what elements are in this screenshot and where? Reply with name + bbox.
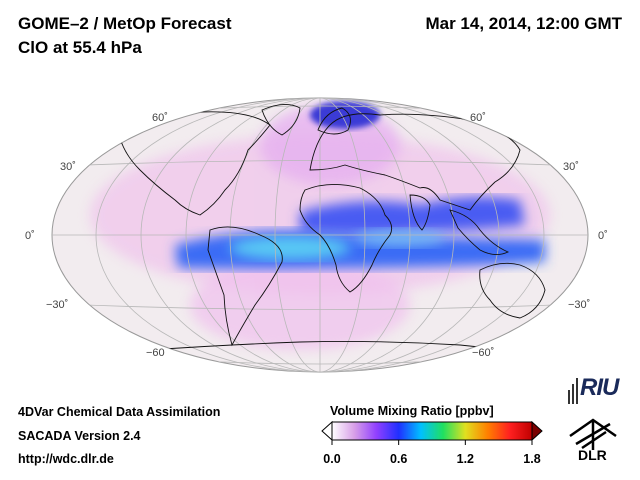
colorbar-tick-label: 0.0 — [323, 452, 341, 466]
riu-logo-label: RIU — [580, 374, 619, 401]
meridian-90 — [185, 98, 455, 372]
colorbar-max-arrow — [531, 420, 543, 442]
website-link[interactable]: http://wdc.dlr.de — [18, 452, 114, 466]
riu-logo-mark — [568, 378, 578, 404]
lat-label-right-30s: −30˚ — [568, 299, 590, 311]
coastline-europe-asia — [309, 113, 521, 211]
coastline-africa — [299, 184, 393, 293]
colorbar-gradient — [331, 421, 533, 441]
colorbar — [321, 420, 543, 445]
lat-label-left-60n: 60˚ — [152, 112, 168, 124]
meridian-30 — [274, 98, 366, 372]
meridian-60 — [229, 98, 411, 372]
colorbar-min-arrow — [321, 420, 333, 442]
coastline-south-america — [207, 226, 283, 347]
lat-label-left-60s: −60 — [146, 347, 165, 359]
meridian-150 — [95, 98, 545, 372]
coastline-north-america — [119, 111, 271, 216]
colorbar-title: Volume Mixing Ratio [ppbv] — [330, 404, 494, 418]
lat-label-right-60s: −60˚ — [472, 347, 494, 359]
lat-label-right-60n: 60˚ — [470, 112, 486, 124]
forecast-datetime: Mar 14, 2014, 12:00 GMT — [425, 14, 622, 33]
world-map: 60˚ 30˚ 0˚ −30˚ −60 60˚ 30˚ 0˚ −30˚ −60˚ — [25, 97, 608, 373]
coastline-southeast-asia — [449, 209, 510, 255]
colorbar-tick-label: 0.6 — [389, 452, 408, 466]
map-subtitle: ClO at 55.4 hPa — [18, 38, 142, 57]
map-title: GOME–2 / MetOp Forecast — [18, 14, 232, 33]
colorbar-tick-label: 1.8 — [523, 452, 541, 466]
lat-label-right-30n: 30˚ — [563, 161, 579, 173]
colorbar-tick-label: 1.2 — [456, 452, 475, 466]
meridian-120 — [140, 98, 500, 372]
lat-label-left-30s: −30˚ — [46, 299, 68, 311]
lat-label-left-30n: 30˚ — [60, 161, 76, 173]
assimilation-method: 4DVar Chemical Data Assimilation — [18, 405, 221, 419]
software-version: SACADA Version 2.4 — [18, 429, 141, 443]
lat-label-left-0: 0˚ — [25, 230, 35, 242]
coastline-australia — [479, 262, 546, 319]
coastline-scandinavia — [317, 107, 351, 135]
dlr-logo-label: DLR — [578, 447, 607, 463]
dlr-logo-icon — [569, 418, 617, 450]
coastline-india — [409, 194, 431, 231]
coastlines — [119, 104, 546, 372]
lat-label-right-0: 0˚ — [598, 230, 608, 242]
coastline-greenland — [261, 104, 301, 136]
